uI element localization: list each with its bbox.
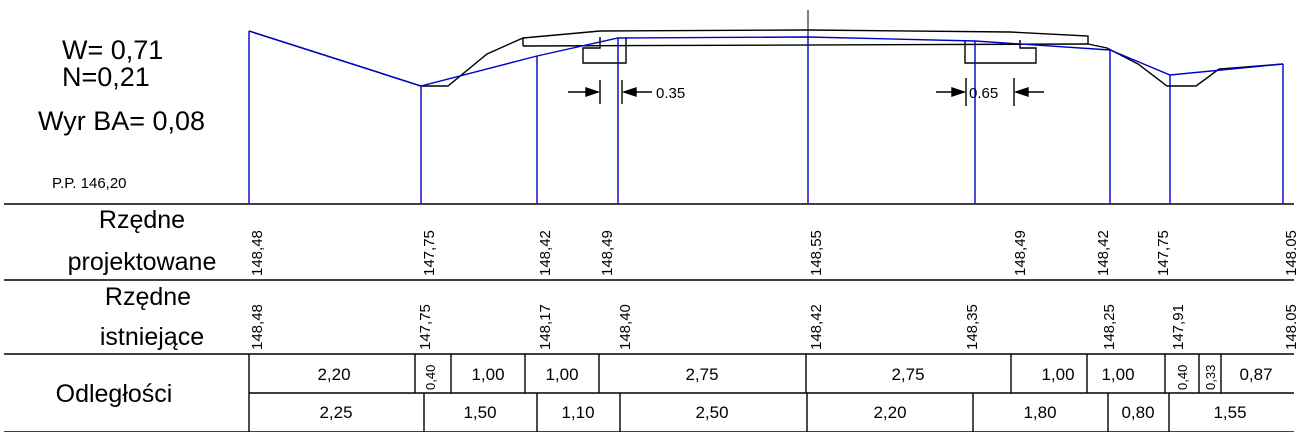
distance-bottom-cell: 2,25 [319, 403, 352, 422]
distances-bottom: 2,25 1,50 1,10 2,50 2,20 1,80 0,80 1,55 [319, 403, 1246, 422]
projected-elevations: 148,48 147,75 148,42 148,49 148,55 148,4… [249, 230, 1296, 276]
projected-elevation: 147,75 [1155, 230, 1172, 276]
projected-label-line1: Rzędne [99, 206, 185, 234]
wyr-ba-value: Wyr BA= 0,08 [38, 106, 205, 136]
distance-top-cell: 1,00 [1041, 365, 1074, 384]
existing-label-line1: Rzędne [105, 283, 191, 311]
distance-bottom-cell: 1,55 [1213, 403, 1246, 422]
distance-bottom-cell: 1,80 [1023, 403, 1056, 422]
distance-bottom-cell: 0,80 [1121, 403, 1154, 422]
distance-top-cell: 0,87 [1239, 365, 1272, 384]
existing-elevation: 148,17 [537, 304, 554, 350]
existing-elevation: 148,42 [808, 304, 825, 350]
distance-label: Odległości [56, 380, 173, 408]
existing-elevation: 148,48 [249, 304, 266, 350]
dimension-left-label: 0.35 [656, 85, 685, 102]
distance-bottom-cell: 1,50 [463, 403, 496, 422]
right-ditch-box [964, 40, 1037, 64]
distance-top-cell: 2,75 [685, 365, 718, 384]
n-value: N=0,21 [62, 62, 150, 92]
left-ditch-box [582, 37, 627, 64]
existing-elevation: 148,35 [964, 304, 981, 350]
existing-elevation: 147,75 [417, 304, 434, 350]
distance-top-cell: 2,75 [891, 365, 924, 384]
row-labels: Rzędne projektowane Rzędne istniejące Od… [56, 206, 217, 408]
distance-bottom-cell: 2,20 [873, 403, 906, 422]
distance-top-cell: 0,40 [423, 365, 438, 390]
projected-elevation: 148,55 [808, 230, 825, 276]
projected-elevation: 148,42 [537, 230, 554, 276]
projected-label-line2: projektowane [68, 248, 217, 276]
distance-top-cell: 1,00 [1101, 365, 1134, 384]
distance-top-cell: 2,20 [317, 365, 350, 384]
projected-elevation: 148,49 [1012, 230, 1029, 276]
distance-top-cell: 0,40 [1175, 365, 1190, 390]
existing-terrain-line [248, 30, 524, 87]
reference-level: P.P. 146,20 [52, 175, 127, 192]
distance-bottom-cell: 2,50 [695, 403, 728, 422]
projected-elevation: 147,75 [421, 230, 438, 276]
existing-terrain-right [1087, 43, 1284, 87]
projected-elevation: 148,49 [599, 230, 616, 276]
distance-bottom-cell: 1,10 [561, 403, 594, 422]
distance-top-cell: 0,33 [1203, 365, 1218, 390]
existing-elevation: 148,25 [1101, 304, 1118, 350]
dimension-right-label: 0.65 [969, 85, 998, 102]
dimension-right [936, 78, 1044, 106]
info-block: W= 0,71 N=0,21 Wyr BA= 0,08 P.P. 146,20 [38, 35, 205, 192]
existing-road-base [522, 43, 1089, 47]
projected-elevation: 148,48 [249, 230, 266, 276]
existing-label-line2: istniejące [100, 323, 204, 351]
projected-elevation: 148,05 [1283, 230, 1296, 276]
w-value: W= 0,71 [62, 35, 163, 65]
distance-top-cell: 1,00 [471, 365, 504, 384]
existing-elevation: 148,40 [617, 304, 634, 350]
dimension-left [568, 80, 652, 104]
existing-elevation: 148,05 [1283, 304, 1296, 350]
distances-top: 2,20 0,40 1,00 1,00 2,75 2,75 1,00 1,00 … [317, 365, 1272, 390]
existing-elevations: 148,48 147,75 148,17 148,40 148,42 148,3… [249, 304, 1296, 350]
table-grid [4, 203, 1294, 432]
distance-top-separators [248, 354, 1222, 393]
existing-elevation: 147,91 [1170, 304, 1187, 350]
distance-bottom-separators [248, 393, 1170, 432]
distance-top-cell: 1,00 [545, 365, 578, 384]
existing-terrain [248, 29, 1284, 87]
existing-road-surface [522, 29, 1089, 44]
design-profile [248, 30, 1284, 203]
projected-elevation: 148,42 [1095, 230, 1112, 276]
